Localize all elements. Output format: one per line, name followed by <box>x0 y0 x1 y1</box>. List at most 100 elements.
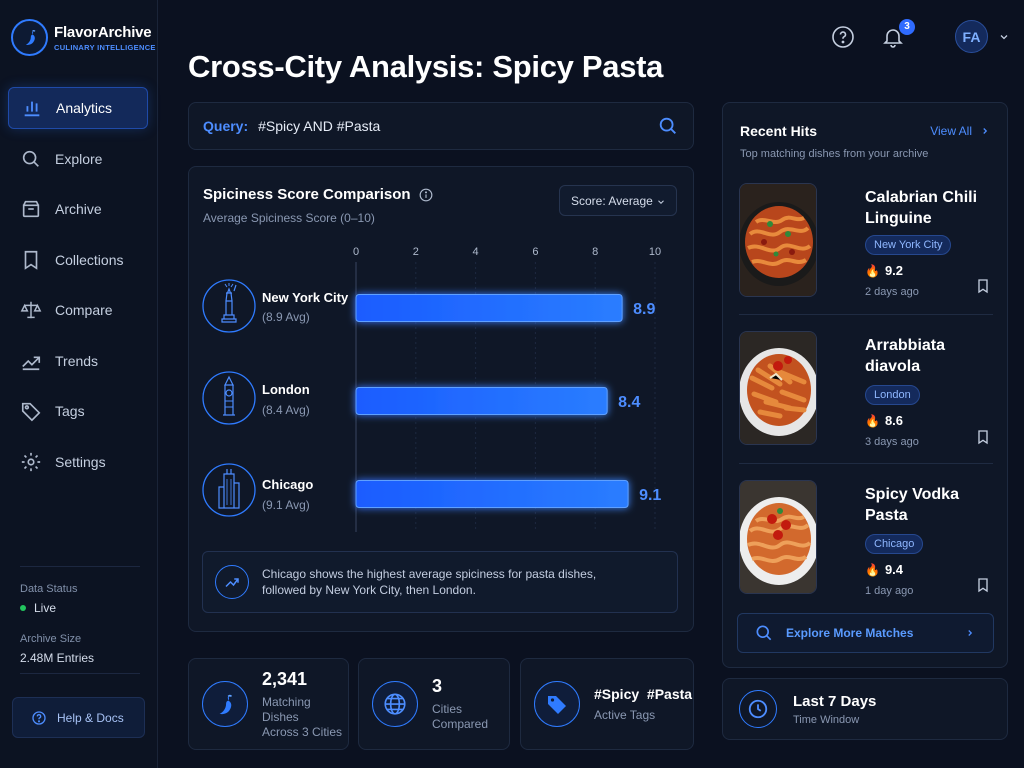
sidebar-item-label: Explore <box>55 150 103 167</box>
chili-pepper-icon <box>202 681 248 727</box>
sidebar-item-settings[interactable]: Settings <box>8 441 148 483</box>
view-all-link[interactable]: View All <box>930 124 990 138</box>
stat-line: Matching Dishes <box>262 694 311 724</box>
notifications-button[interactable]: 3 <box>879 18 915 51</box>
top-bar-actions: 3 FA <box>829 18 1010 53</box>
timestamp: 3 days ago <box>865 436 919 448</box>
archive-box-icon <box>22 200 40 218</box>
notification-badge: 3 <box>899 18 915 35</box>
category-label: London <box>262 382 310 397</box>
info-icon[interactable] <box>419 188 433 202</box>
bar[interactable] <box>355 294 623 322</box>
tag-icon <box>534 681 580 727</box>
stat-line: Cities <box>432 702 463 716</box>
chevron-down-icon[interactable] <box>998 31 1010 43</box>
chevron-right-icon <box>983 128 988 134</box>
data-status: Data Status Live Archive Size 2.48M Entr… <box>20 583 94 665</box>
stat-cities-compared: 3 Cities Compared <box>358 658 510 750</box>
bar[interactable] <box>355 480 629 508</box>
search-icon[interactable] <box>657 115 679 137</box>
sidebar-item-explore[interactable]: Explore <box>8 138 148 180</box>
archive-size-value: 2.48M Entries <box>20 651 95 665</box>
fire-icon: 🔥 <box>865 263 880 278</box>
status-label: Data Status <box>20 583 78 595</box>
list-item[interactable]: Arrabbiata diavola London 🔥 8.6 3 days a… <box>739 331 993 448</box>
category-sublabel: (8.4 Avg) <box>262 403 310 417</box>
app-logo[interactable]: FlavorArchive CULINARY INTELLIGENCE <box>11 19 156 56</box>
explore-more-label: Explore More Matches <box>786 626 914 640</box>
help-docs-button[interactable]: Help & Docs <box>12 697 145 738</box>
sidebar-item-label: Collections <box>55 251 124 268</box>
sidebar-divider <box>20 673 140 674</box>
bar[interactable] <box>355 387 608 415</box>
sidebar-item-analytics[interactable]: Analytics <box>8 87 148 129</box>
x-tick-label: 2 <box>413 246 419 258</box>
list-divider <box>739 463 993 464</box>
globe-icon <box>372 681 418 727</box>
dish-score: 🔥 9.2 <box>865 263 903 278</box>
sidebar-item-tags[interactable]: Tags <box>8 390 148 432</box>
score-select[interactable]: Score: Average <box>559 185 677 216</box>
city-badge: Chicago <box>865 534 924 554</box>
app-tagline: CULINARY INTELLIGENCE <box>54 42 156 52</box>
sidebar-item-collections[interactable]: Collections <box>8 239 148 281</box>
sidebar-item-label: Analytics <box>56 100 113 116</box>
insight-callout: Chicago shows the highest average spicin… <box>202 551 678 613</box>
sidebar: FlavorArchive CULINARY INTELLIGENCE Anal… <box>0 0 158 768</box>
chevron-down-icon <box>658 200 664 204</box>
sidebar-item-label: Settings <box>55 453 106 470</box>
chart-title-row: Spiciness Score Comparison <box>203 186 433 203</box>
chart-subtitle: Average Spiciness Score (0–10) <box>203 211 375 225</box>
sidebar-item-archive[interactable]: Archive <box>8 188 148 230</box>
sidebar-item-label: Trends <box>55 352 99 369</box>
recent-hits-panel: Recent Hits View All Top matching dishes… <box>722 102 1008 668</box>
sidebar-item-label: Compare <box>55 302 113 318</box>
x-tick-label: 0 <box>353 246 359 258</box>
bookmark-icon[interactable] <box>975 277 991 295</box>
x-tick-label: 6 <box>532 246 538 258</box>
time-window-title: Last 7 Days <box>793 692 877 710</box>
spiciness-chart-panel: Spiciness Score Comparison Average Spici… <box>188 166 694 632</box>
score-value: 9.4 <box>884 562 904 577</box>
dish-name: Arrabbiata diavola <box>865 337 946 375</box>
chili-logo-icon <box>11 19 48 56</box>
stat-value: #Spicy #Pasta <box>594 685 693 702</box>
category-sublabel: (9.1 Avg) <box>262 498 310 512</box>
help-docs-label: Help & Docs <box>57 710 124 725</box>
avatar[interactable]: FA <box>955 20 988 53</box>
dish-score: 🔥 9.4 <box>865 562 903 577</box>
big-ben-icon <box>202 371 256 425</box>
dish-image <box>739 480 817 594</box>
help-button[interactable] <box>829 23 857 51</box>
query-input[interactable] <box>258 118 657 134</box>
tag-icon <box>21 402 41 422</box>
bar-chart-icon <box>24 101 40 117</box>
bar-value-label: 9.1 <box>639 487 661 504</box>
chart-title: Spiciness Score Comparison <box>203 186 411 203</box>
bar-value-label: 8.9 <box>633 301 655 318</box>
bookmark-icon[interactable] <box>975 576 991 594</box>
insight-text: Chicago shows the highest average spicin… <box>262 567 597 597</box>
sidebar-nav: Analytics Explore Archive Collections Co… <box>8 87 148 491</box>
category-sublabel: (8.9 Avg) <box>262 310 310 324</box>
time-window-card[interactable]: Last 7 Days Time Window <box>722 678 1008 740</box>
status-value: Live <box>34 601 57 615</box>
scale-icon <box>20 301 42 319</box>
query-bar: Query: <box>188 102 694 150</box>
bookmark-icon <box>24 250 38 270</box>
list-item[interactable]: Spicy Vodka Pasta Chicago 🔥 9.4 1 day ag… <box>739 480 993 597</box>
list-item[interactable]: Calabrian Chili Linguine New York City 🔥… <box>739 183 993 299</box>
fire-icon: 🔥 <box>865 562 880 577</box>
explore-more-button[interactable]: Explore More Matches <box>737 613 994 653</box>
stat-active-tags: #Spicy #Pasta Active Tags <box>520 658 694 750</box>
category-label: Chicago <box>262 477 313 492</box>
sidebar-item-trends[interactable]: Trends <box>8 340 148 382</box>
skyscraper-icon <box>202 463 256 517</box>
bar-value-label: 8.4 <box>618 394 640 411</box>
help-circle-icon <box>832 25 854 48</box>
dish-image <box>739 331 817 445</box>
dish-name: Calabrian Chili Linguine <box>865 189 978 227</box>
bookmark-icon[interactable] <box>975 428 991 446</box>
sidebar-item-compare[interactable]: Compare <box>8 289 148 331</box>
query-label: Query: <box>203 118 249 134</box>
